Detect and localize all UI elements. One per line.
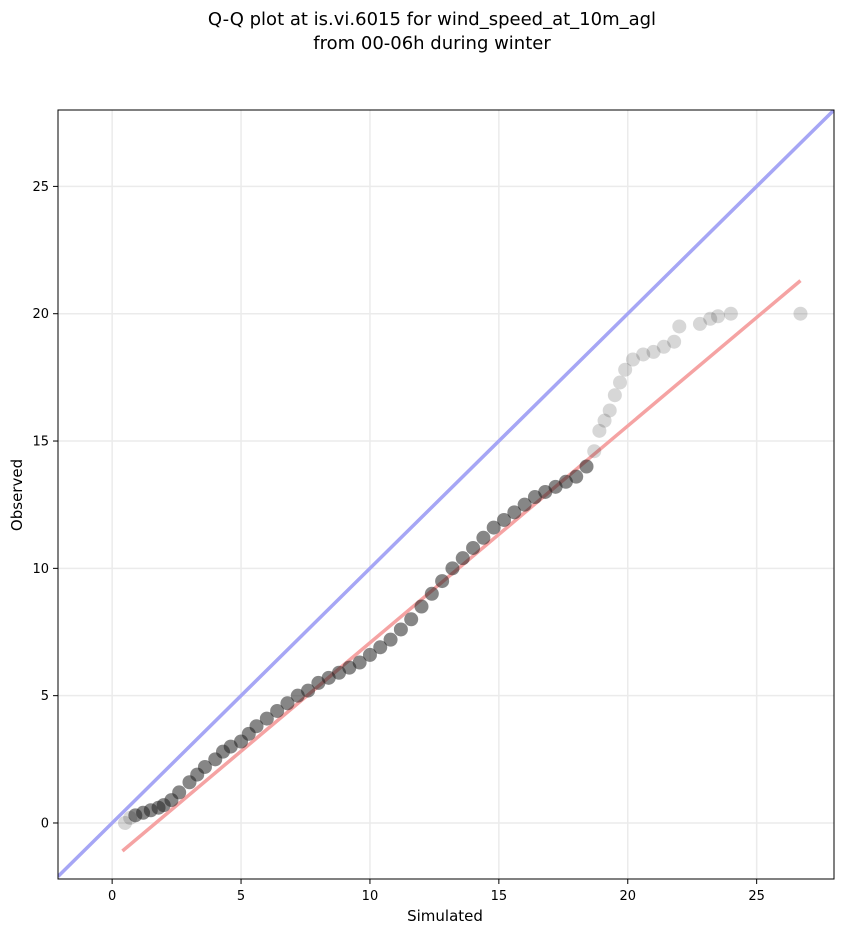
qq-point bbox=[383, 632, 398, 647]
qq-point bbox=[667, 334, 682, 349]
chart-title-line-1: Q-Q plot at is.vi.6015 for wind_speed_at… bbox=[208, 9, 656, 30]
qq-point bbox=[507, 505, 522, 520]
qq-point bbox=[618, 362, 633, 377]
qq-point bbox=[172, 785, 187, 800]
reference-lines bbox=[58, 110, 834, 878]
qq-point bbox=[692, 316, 707, 331]
qq-point bbox=[497, 512, 512, 527]
qq-point bbox=[424, 586, 439, 601]
x-tick-label-4: 20 bbox=[619, 889, 636, 904]
fit-line bbox=[121, 279, 802, 853]
qq-point bbox=[703, 311, 718, 326]
y-axis-label: Observed bbox=[8, 459, 26, 531]
qq-point bbox=[414, 599, 429, 614]
y-tick-label-4: 20 bbox=[32, 307, 49, 322]
x-tick-label-0: 0 bbox=[108, 889, 116, 904]
qq-point bbox=[569, 469, 584, 484]
qq-point bbox=[393, 622, 408, 637]
identity-line bbox=[58, 110, 834, 878]
qq-point bbox=[404, 612, 419, 627]
qq-point bbox=[270, 703, 285, 718]
qq-point bbox=[435, 574, 450, 589]
qq-point bbox=[280, 696, 295, 711]
x-tick-label-5: 25 bbox=[748, 889, 765, 904]
qq-point bbox=[587, 444, 602, 459]
qq-point bbox=[455, 551, 470, 566]
qq-point bbox=[517, 497, 532, 512]
qq-point bbox=[579, 459, 594, 474]
plot-frame bbox=[57, 109, 835, 880]
y-tick-label-3: 15 bbox=[32, 435, 49, 450]
y-tick-label-0: 0 bbox=[41, 816, 49, 831]
qq-point bbox=[723, 306, 738, 321]
qq-point bbox=[607, 388, 622, 403]
y-tick-label-1: 5 bbox=[41, 689, 49, 704]
qq-point bbox=[625, 352, 640, 367]
qq-point bbox=[259, 711, 274, 726]
qq-point bbox=[656, 339, 671, 354]
y-tick-label-5: 25 bbox=[32, 180, 49, 195]
qq-point bbox=[602, 403, 617, 418]
x-axis-label: Simulated bbox=[407, 907, 483, 925]
x-tick-label-3: 15 bbox=[491, 889, 508, 904]
x-tick-label-2: 10 bbox=[362, 889, 379, 904]
chart-title-line-2: from 00-06h during winter bbox=[313, 33, 551, 54]
data-points bbox=[118, 306, 808, 830]
qq-point bbox=[373, 640, 388, 655]
qq-point bbox=[613, 375, 628, 390]
qq-point bbox=[710, 309, 725, 324]
qq-point bbox=[466, 540, 481, 555]
qq-point bbox=[793, 306, 808, 321]
qq-point bbox=[597, 413, 612, 428]
qq-point bbox=[249, 719, 264, 734]
qq-point bbox=[445, 561, 460, 576]
x-tick-label-1: 5 bbox=[237, 889, 245, 904]
qq-point bbox=[592, 423, 607, 438]
y-tick-label-2: 10 bbox=[32, 562, 49, 577]
qq-point bbox=[362, 647, 377, 662]
qq-point bbox=[486, 520, 501, 535]
qq-point bbox=[646, 344, 661, 359]
qq-point bbox=[197, 759, 212, 774]
y-axis-ticks: 0 5 10 15 20 25 bbox=[32, 180, 58, 831]
qq-point bbox=[636, 347, 651, 362]
qq-point bbox=[301, 683, 316, 698]
x-axis-ticks: 0 5 10 15 20 25 bbox=[108, 879, 765, 904]
qq-point bbox=[118, 815, 133, 830]
qq-point bbox=[672, 319, 687, 334]
qq-point bbox=[476, 530, 491, 545]
qq-point bbox=[352, 655, 367, 670]
